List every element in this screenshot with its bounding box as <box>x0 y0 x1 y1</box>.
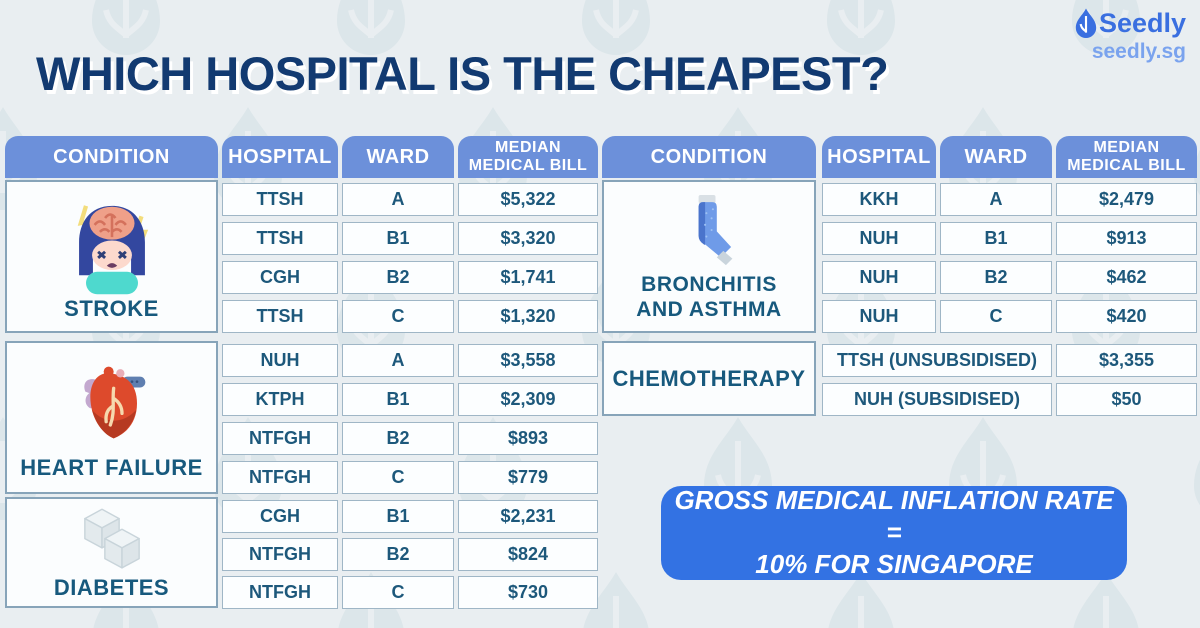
table-cell: NUH <box>822 261 936 294</box>
table-cell: $2,231 <box>458 500 598 533</box>
inflation-note-line3: 10% FOR SINGAPORE <box>755 548 1033 579</box>
table-cell: NTFGH <box>222 538 338 571</box>
table-cell: NTFGH <box>222 422 338 455</box>
brand-name: Seedly <box>1098 7 1186 38</box>
inhaler-icon <box>698 195 733 266</box>
condition-box-diabetes: DIABETES <box>5 497 218 608</box>
table-cell: A <box>342 344 454 377</box>
table-cell: $893 <box>458 422 598 455</box>
seedly-leaf-icon <box>1075 8 1097 38</box>
table-cell: $2,309 <box>458 383 598 416</box>
table-cell: NTFGH <box>222 461 338 494</box>
table-cell: TTSH (UNSUBSIDISED) <box>822 344 1052 377</box>
table-cell: C <box>940 300 1052 333</box>
table-cell: $779 <box>458 461 598 494</box>
table-cell: B2 <box>940 261 1052 294</box>
sugar-cubes-icon <box>83 508 140 569</box>
page-title: WHICH HOSPITAL IS THE CHEAPEST? <box>36 47 889 100</box>
table-cell: $2,479 <box>1056 183 1197 216</box>
brand-site: seedly.sg <box>1091 40 1186 63</box>
table-cell: B2 <box>342 261 454 294</box>
condition-label-chemotherapy: CHEMOTHERAPY <box>612 365 806 391</box>
table-cell: $730 <box>458 576 598 609</box>
table-cell: B1 <box>342 500 454 533</box>
table-cell: TTSH <box>222 222 338 255</box>
condition-box-heart-failure: HEART FAILURE <box>5 341 218 494</box>
table-cell: NUH <box>822 222 936 255</box>
table-cell: $462 <box>1056 261 1197 294</box>
condition-box-bronchitis: BRONCHITIS AND ASTHMA <box>602 180 816 333</box>
stroke-patient-icon <box>77 205 148 295</box>
table-cell: C <box>342 300 454 333</box>
table-cell: TTSH <box>222 300 338 333</box>
table-cell: $5,322 <box>458 183 598 216</box>
table-cell: NUH (SUBSIDISED) <box>822 383 1052 416</box>
right-header-bill: MEDIAN MEDICAL BILL <box>1056 136 1197 178</box>
inflation-note-line2: = <box>886 517 902 548</box>
table-cell: B2 <box>342 422 454 455</box>
left-header-condition: CONDITION <box>5 136 218 178</box>
condition-label-stroke: STROKE <box>64 295 159 321</box>
right-header-hospital: HOSPITAL <box>822 136 936 178</box>
table-cell: B2 <box>342 538 454 571</box>
table-cell: CGH <box>222 261 338 294</box>
table-cell: B1 <box>940 222 1052 255</box>
table-cell: CGH <box>222 500 338 533</box>
table-cell: KTPH <box>222 383 338 416</box>
table-cell: $913 <box>1056 222 1197 255</box>
table-cell: A <box>342 183 454 216</box>
table-cell: KKH <box>822 183 936 216</box>
table-cell: A <box>940 183 1052 216</box>
inflation-note-line1: GROSS MEDICAL INFLATION RATE <box>674 485 1114 516</box>
brand-logo: Seedly seedly.sg <box>1075 8 1186 62</box>
left-header-bill: MEDIAN MEDICAL BILL <box>458 136 598 178</box>
table-cell: C <box>342 461 454 494</box>
table-cell: TTSH <box>222 183 338 216</box>
condition-label-heart-failure: HEART FAILURE <box>20 454 203 480</box>
table-cell: NUH <box>822 300 936 333</box>
table-cell: $824 <box>458 538 598 571</box>
table-cell: $420 <box>1056 300 1197 333</box>
condition-label-diabetes: DIABETES <box>53 574 170 600</box>
table-cell: NUH <box>222 344 338 377</box>
table-cell: $50 <box>1056 383 1197 416</box>
left-header-ward: WARD <box>342 136 454 178</box>
table-cell: $1,320 <box>458 300 598 333</box>
table-cell: C <box>342 576 454 609</box>
inflation-note: GROSS MEDICAL INFLATION RATE = 10% FOR S… <box>661 485 1127 580</box>
condition-box-stroke: STROKE <box>5 180 218 333</box>
table-cell: $3,320 <box>458 222 598 255</box>
table-cell: $3,355 <box>1056 344 1197 377</box>
left-header-hospital: HOSPITAL <box>222 136 338 178</box>
table-cell: B1 <box>342 383 454 416</box>
table-cell: $3,558 <box>458 344 598 377</box>
right-header-ward: WARD <box>940 136 1052 178</box>
table-cell: NTFGH <box>222 576 338 609</box>
table-cell: B1 <box>342 222 454 255</box>
anatomical-heart-icon <box>83 366 145 439</box>
condition-label-bronchitis: BRONCHITIS AND ASTHMA <box>636 273 782 321</box>
table-cell: $1,741 <box>458 261 598 294</box>
condition-box-chemotherapy: CHEMOTHERAPY <box>602 341 816 416</box>
right-header-condition: CONDITION <box>602 136 816 178</box>
